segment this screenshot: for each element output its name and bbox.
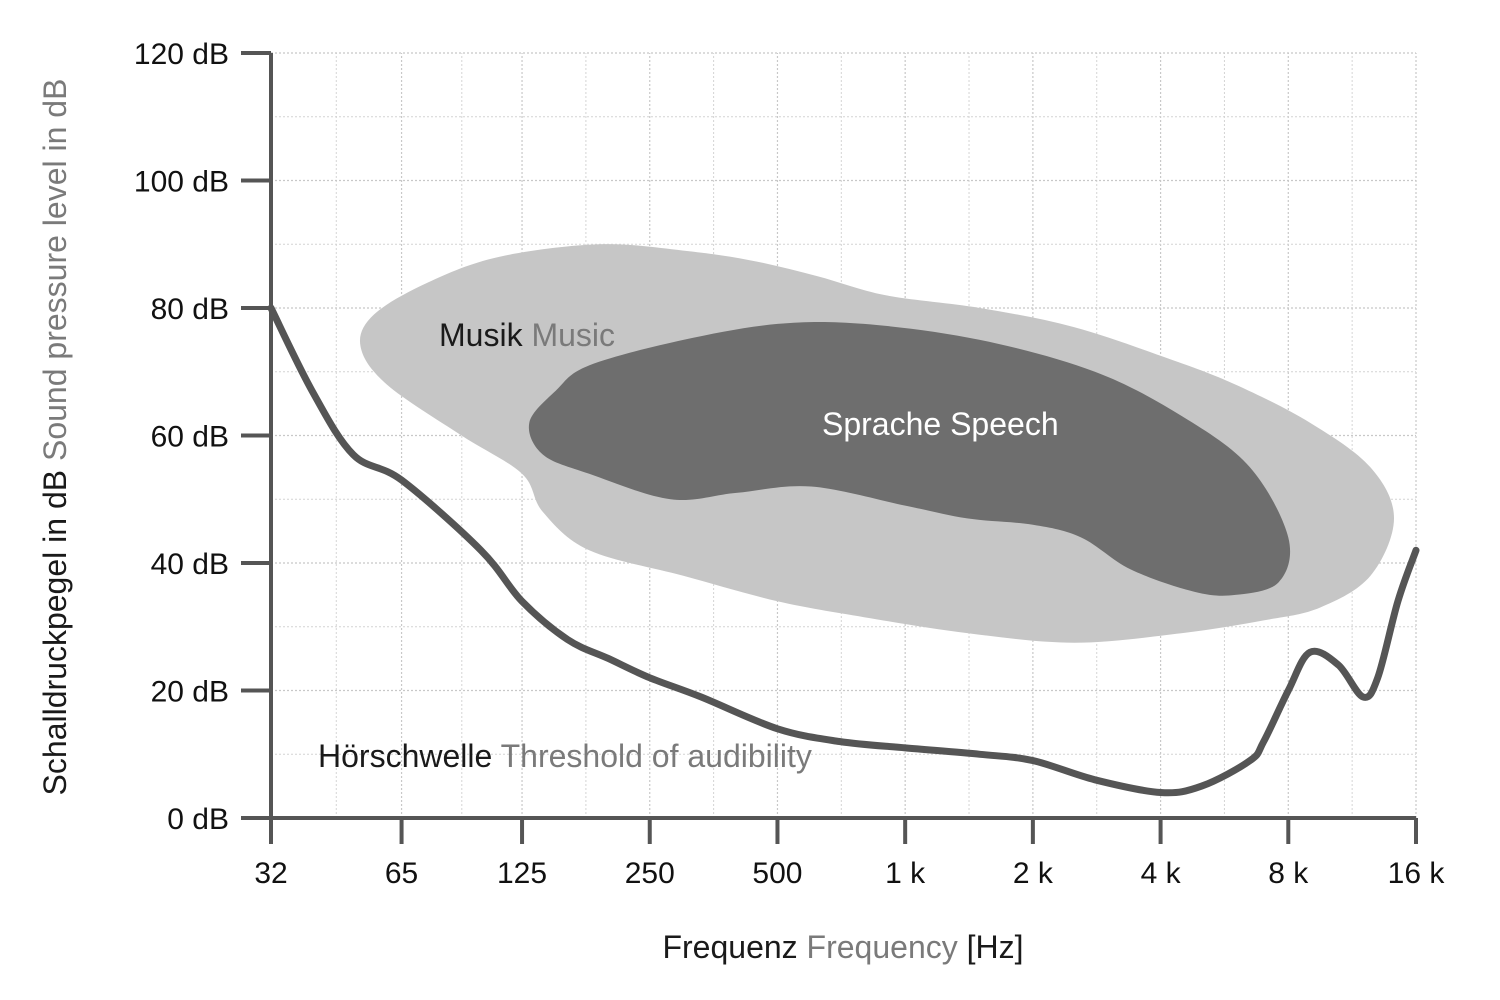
series xyxy=(267,304,1420,797)
x-tick-label: 2 k xyxy=(1013,857,1054,890)
y-axis-title: Schalldruckpegel in dB Sound pressure le… xyxy=(37,79,73,796)
x-axis-title: Frequenz Frequency [Hz] xyxy=(662,929,1023,965)
x-tick-label: 1 k xyxy=(885,857,926,890)
x-tick-label: 65 xyxy=(385,857,418,890)
threshold-curve xyxy=(267,304,1420,797)
music-label: Musik Music xyxy=(439,317,615,353)
ticks: 32 65 125 250 500 1 k 2 k 4 k 8 k 16 k 0 dB 20 dB 40… xyxy=(134,38,1445,890)
region-speech xyxy=(528,321,1291,596)
x-tick-label: 8 k xyxy=(1268,857,1309,890)
x-tick-label: 4 k xyxy=(1141,857,1182,890)
y-tick-label: 40 dB xyxy=(151,548,229,581)
regions xyxy=(359,244,1394,643)
y-tick-label: 80 dB xyxy=(151,293,229,326)
y-tick-label: 0 dB xyxy=(167,803,229,836)
x-tick-label: 16 k xyxy=(1388,857,1446,890)
x-tick-label: 250 xyxy=(625,857,675,890)
x-tick-label: 500 xyxy=(752,857,802,890)
x-tick-label: 125 xyxy=(497,857,547,890)
threshold-label: Hörschwelle Threshold of audibility xyxy=(318,738,812,774)
y-tick-label: 60 dB xyxy=(151,421,229,454)
x-tick-label: 32 xyxy=(254,857,287,890)
y-tick-label: 120 dB xyxy=(134,38,229,71)
speech-label: Sprache Speech xyxy=(822,406,1059,442)
y-tick-label: 20 dB xyxy=(151,676,229,709)
y-tick-label: 100 dB xyxy=(134,166,229,199)
